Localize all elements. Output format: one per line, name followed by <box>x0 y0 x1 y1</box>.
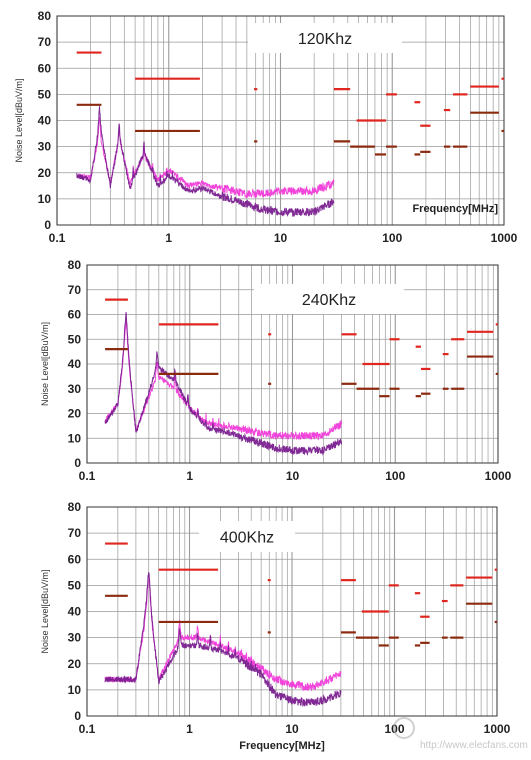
watermark-url: http://www.elecfans.com <box>420 740 528 751</box>
spectrum-trace-2 <box>76 106 335 217</box>
y-tick-label: 80 <box>38 9 52 23</box>
x-axis-label: Frequency[MHz] <box>239 740 325 752</box>
switching-frequency-label: 400Khz <box>220 530 274 547</box>
y-tick-label: 0 <box>74 456 81 470</box>
y-tick-label: 10 <box>68 431 82 445</box>
y-tick-label: 60 <box>68 308 82 322</box>
y-tick-label: 60 <box>38 61 52 75</box>
x-tick-label: 1000 <box>491 231 518 245</box>
x-tick-label: 10 <box>285 722 299 736</box>
y-tick-label: 20 <box>68 407 82 421</box>
switching-frequency-label: 240Khz <box>302 292 356 309</box>
x-tick-label: 1000 <box>484 722 511 736</box>
spectrum-trace-2 <box>104 311 342 456</box>
y-tick-label: 10 <box>38 192 52 206</box>
x-tick-label: 10 <box>286 469 300 483</box>
chart-panel-1: 0 10 20 30 40 50 60 70 80 0.1 1 10 100 1000 Noise Leve… <box>14 9 518 245</box>
x-tick-label: 0.1 <box>79 469 96 483</box>
y-tick-label: 20 <box>68 657 82 671</box>
watermark: http://www.elecfans.com <box>393 717 528 751</box>
y-tick-label: 80 <box>68 500 82 514</box>
switching-frequency-label: 120Khz <box>298 31 352 48</box>
switching-frequency-box <box>248 23 402 53</box>
y-tick-label: 20 <box>38 166 52 180</box>
y-tick-label: 0 <box>74 709 81 723</box>
y-axis-label: Noise Level[dBuV/m] <box>14 78 24 162</box>
plot-frame <box>56 15 505 226</box>
y-tick-label: 30 <box>68 631 82 645</box>
spectrum-traces <box>104 311 342 456</box>
switching-frequency-box <box>199 521 295 552</box>
switching-frequency-box <box>254 284 404 314</box>
y-tick-label: 70 <box>38 35 52 49</box>
y-tick-label: 50 <box>68 578 82 592</box>
x-tick-label: 0.1 <box>79 722 96 736</box>
spectrum-trace-2 <box>104 571 342 708</box>
chart-panel-2: 0 10 20 30 40 50 60 70 80 0.1 1 10 100 1000 Noise Leve… <box>40 258 512 483</box>
limit-lines <box>76 51 504 156</box>
limit-lines <box>105 298 498 398</box>
plot-frame <box>86 264 499 464</box>
watermark-logo-icon <box>393 717 415 739</box>
spectrum-traces <box>104 571 342 708</box>
y-tick-label: 50 <box>38 87 52 101</box>
y-tick-label: 10 <box>68 683 82 697</box>
x-tick-label: 100 <box>385 469 405 483</box>
y-tick-label: 80 <box>68 258 82 272</box>
y-tick-label: 0 <box>44 218 51 232</box>
x-tick-label: 1 <box>186 722 193 736</box>
y-tick-label: 70 <box>68 526 82 540</box>
y-tick-label: 40 <box>38 114 52 128</box>
y-axis-label: Noise Level[dBuV/m] <box>40 569 50 653</box>
y-tick-label: 40 <box>68 605 82 619</box>
x-tick-label: 100 <box>382 231 402 245</box>
spectrum-traces <box>76 106 335 217</box>
x-tick-label: 1000 <box>485 469 512 483</box>
y-tick-label: 60 <box>68 552 82 566</box>
x-tick-label: 0.1 <box>49 231 66 245</box>
spectrum-trace-1 <box>104 578 342 692</box>
y-tick-label: 70 <box>68 283 82 297</box>
x-tick-label: 10 <box>274 231 288 245</box>
y-axis-label: Noise Level[dBuV/m] <box>40 322 50 406</box>
x-axis-label: Frequency[MHz] <box>412 203 498 215</box>
spectrum-trace-1 <box>104 320 342 441</box>
x-tick-label: 1 <box>165 231 172 245</box>
y-tick-label: 40 <box>68 357 82 371</box>
x-tick-label: 1 <box>186 469 193 483</box>
y-tick-label: 30 <box>68 382 82 396</box>
y-tick-label: 30 <box>38 140 52 154</box>
limit-lines <box>105 542 497 647</box>
plot-frame <box>86 506 498 717</box>
y-tick-label: 50 <box>68 332 82 346</box>
